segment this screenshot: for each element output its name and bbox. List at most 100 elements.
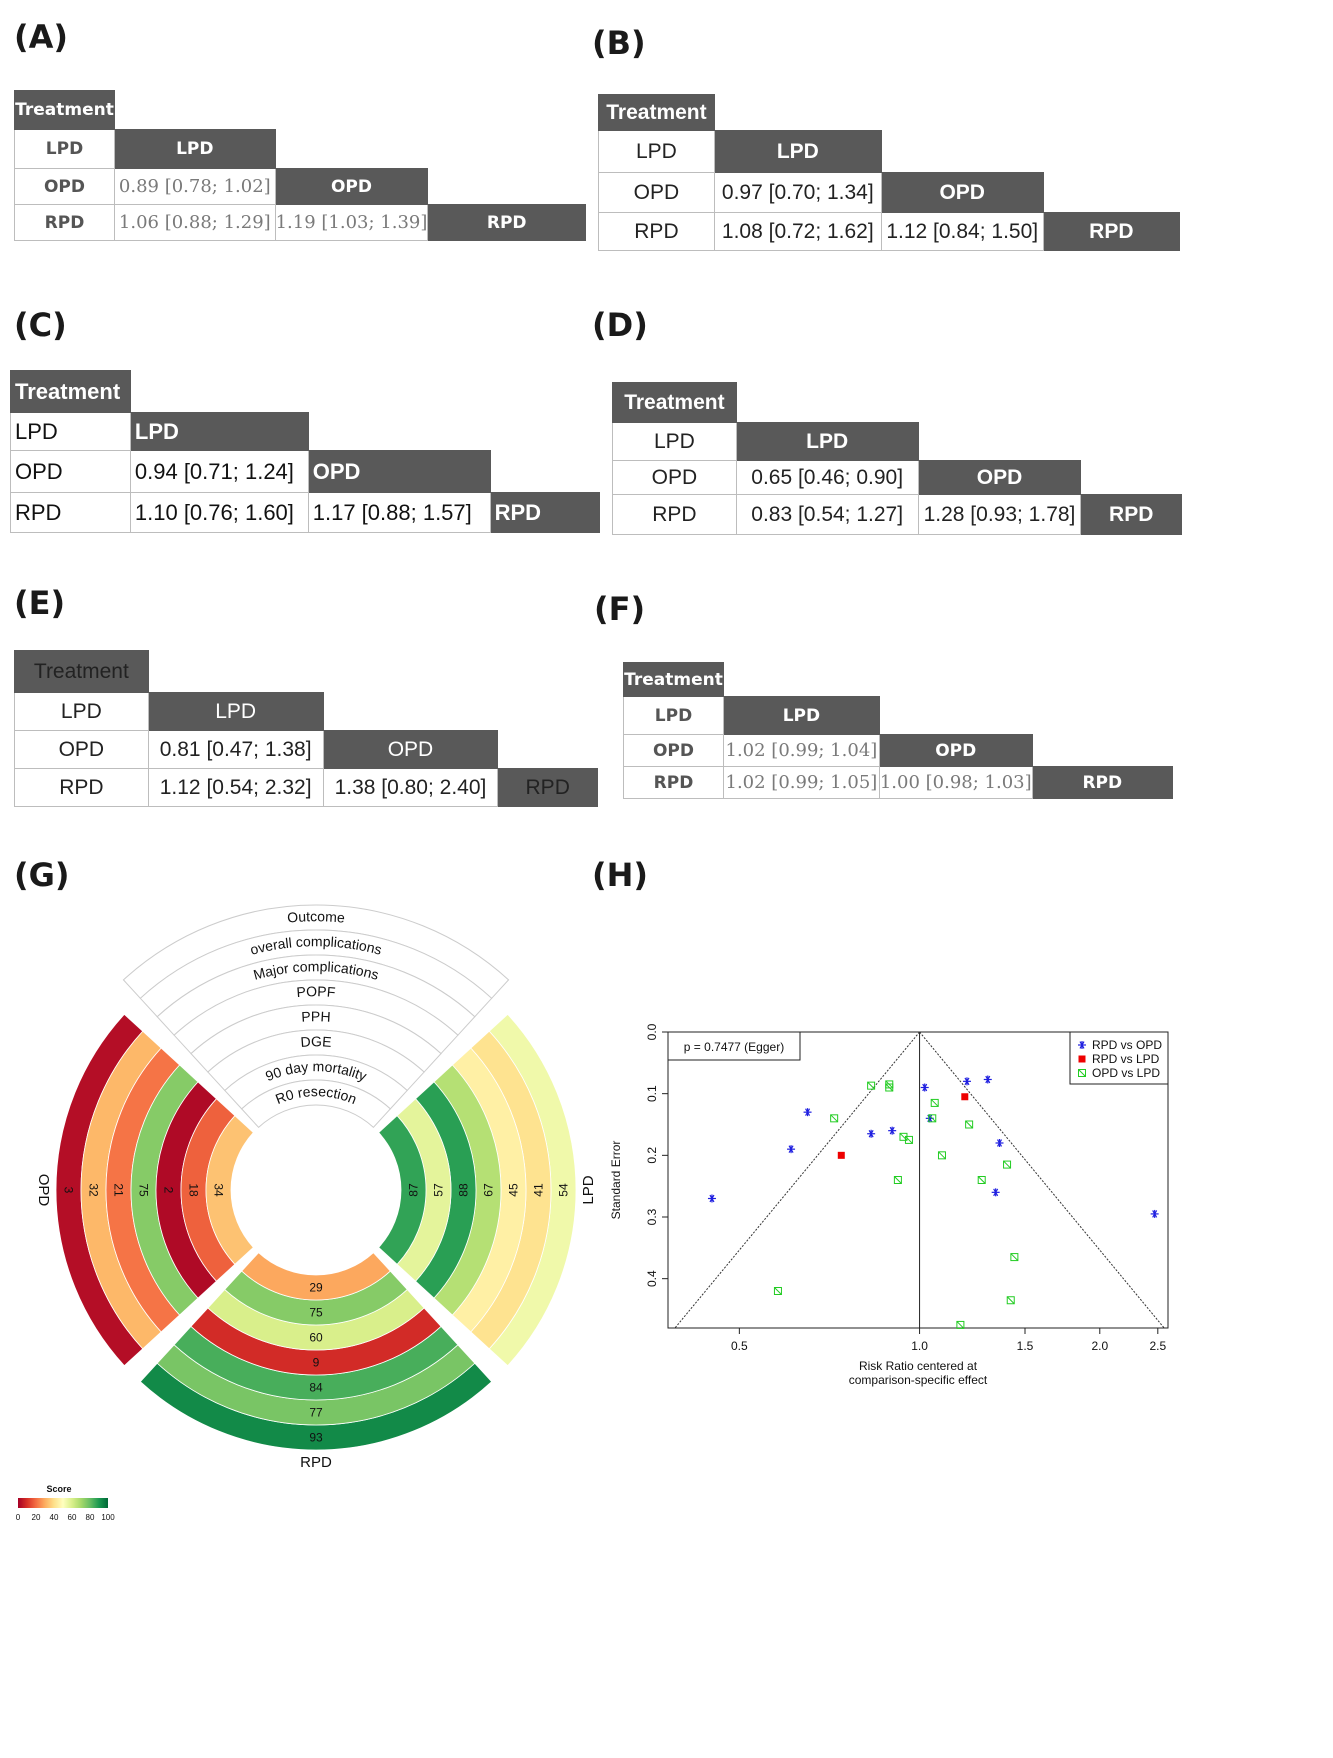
- panel-label-b: (B): [592, 24, 646, 62]
- point-opd-vs-lpd: [867, 1081, 876, 1090]
- ring-cell-rpd: [241, 1252, 391, 1301]
- point-rpd-vs-opd: [867, 1129, 876, 1138]
- open-square-cross: [894, 1176, 902, 1184]
- legend-tick: 100: [101, 1513, 115, 1522]
- panel-label-e: (E): [14, 584, 66, 622]
- point-rpd-vs-opd: [962, 1077, 971, 1086]
- row-label-rpd: RPD: [14, 768, 149, 807]
- open-square-cross: [977, 1176, 986, 1184]
- open-square-cross: [956, 1321, 965, 1329]
- open-square: [904, 1135, 913, 1144]
- col-header-lpd: LPD: [129, 412, 309, 451]
- point-rpd-vs-opd: [983, 1075, 992, 1084]
- row-label-lpd: LPD: [14, 692, 149, 731]
- x-tick-label: 1.0: [911, 1339, 928, 1353]
- col-header-rpd: RPD: [489, 492, 601, 533]
- legend-tick: 40: [50, 1513, 59, 1522]
- league-table-c: Treatment LPD LPD OPD 0.94 [0.71; 1.24] OPD…: [10, 370, 601, 533]
- outcome-label: PPH: [301, 1008, 331, 1025]
- y-tick-label: 0.2: [645, 1147, 659, 1164]
- col-header-opd: OPD: [307, 450, 491, 493]
- point-opd-vs-lpd: [937, 1151, 946, 1160]
- open-square-cross: [1003, 1160, 1011, 1169]
- table-corner-label: Treatment: [623, 662, 724, 697]
- score-label-lpd: 88: [457, 1183, 471, 1197]
- cell-rpd-vs-opd: 1.12 [0.84; 1.50]: [880, 212, 1044, 251]
- outcome-label: DGE: [300, 1033, 332, 1050]
- open-square: [1010, 1253, 1019, 1262]
- outcome-label: Outcome: [287, 908, 346, 926]
- league-table-e: Treatment LPD LPD OPD 0.81 [0.47; 1.38] OPD…: [14, 650, 598, 807]
- col-header-opd: OPD: [878, 734, 1033, 767]
- open-square: [1006, 1296, 1015, 1305]
- score-label-rpd: 60: [309, 1331, 323, 1345]
- row-label-lpd: LPD: [10, 412, 131, 451]
- open-square: [930, 1098, 939, 1107]
- point-rpd-vs-lpd: [837, 1151, 845, 1159]
- treatment-label-rpd: RPD: [300, 1454, 332, 1471]
- score-label-rpd: 77: [309, 1406, 323, 1420]
- legend-entry: OPD vs LPD: [1092, 1066, 1160, 1080]
- cell-rpd-vs-opd: 1.00 [0.98; 1.03]: [878, 766, 1033, 799]
- score-label-lpd: 54: [557, 1183, 571, 1197]
- open-square: [965, 1120, 974, 1129]
- score-label-lpd: 67: [482, 1183, 496, 1197]
- panel-label-a: (A): [14, 18, 69, 56]
- legend-tick: 60: [68, 1513, 77, 1522]
- cell-rpd-vs-opd: 1.17 [0.88; 1.57]: [307, 492, 491, 533]
- cell-rpd-vs-lpd: 1.08 [0.72; 1.62]: [713, 212, 882, 251]
- col-header-rpd: RPD: [1080, 494, 1182, 535]
- point-opd-vs-lpd: [1010, 1253, 1019, 1262]
- open-square: [937, 1151, 946, 1160]
- point-rpd-vs-opd: [995, 1139, 1004, 1147]
- col-header-lpd: LPD: [113, 129, 276, 169]
- row-label-rpd: RPD: [14, 204, 115, 241]
- score-label-opd: 21: [112, 1183, 126, 1197]
- cell-opd-vs-lpd: 0.89 [0.78; 1.02]: [113, 168, 276, 205]
- point-opd-vs-lpd: [1006, 1296, 1015, 1305]
- legend-box: [1069, 1031, 1169, 1085]
- point-rpd-vs-opd: [787, 1145, 796, 1154]
- open-square: [893, 1176, 902, 1184]
- row-label-rpd: RPD: [623, 766, 724, 799]
- panel-label-g: (G): [14, 856, 70, 894]
- row-label-opd: OPD: [598, 172, 715, 213]
- open-square-cross: [885, 1083, 894, 1092]
- legend-colorbar: [18, 1498, 108, 1508]
- table-corner-label: Treatment: [14, 90, 115, 130]
- point-opd-vs-lpd: [977, 1176, 986, 1184]
- open-square-cross: [867, 1081, 875, 1090]
- score-label-opd: 32: [87, 1183, 101, 1197]
- panel-label-h: (H): [592, 856, 649, 894]
- row-label-opd: OPD: [10, 450, 131, 493]
- score-label-lpd: 57: [432, 1183, 446, 1197]
- funnel-left-line: [674, 1031, 920, 1329]
- table-corner-label: Treatment: [598, 94, 715, 131]
- league-table-d: Treatment LPD LPD OPD 0.65 [0.46; 0.90] OPD…: [612, 382, 1182, 535]
- x-tick-label: 2.0: [1091, 1339, 1108, 1353]
- open-square-cross: [905, 1136, 913, 1144]
- open-square: [867, 1081, 876, 1090]
- score-label-opd: 2: [162, 1187, 176, 1194]
- open-square-cross: [1010, 1253, 1019, 1261]
- outcome-label: POPF: [296, 983, 336, 1000]
- open-square: [977, 1176, 986, 1184]
- cell-rpd-vs-lpd: 1.06 [0.88; 1.29]: [113, 204, 276, 241]
- point-opd-vs-lpd: [830, 1114, 839, 1123]
- x-tick-label: 1.5: [1017, 1339, 1034, 1353]
- open-square-cross: [938, 1151, 946, 1160]
- col-header-rpd: RPD: [497, 768, 598, 807]
- outcome-label: R0 resection: [273, 1083, 359, 1107]
- point-opd-vs-lpd: [885, 1083, 894, 1092]
- col-header-opd: OPD: [322, 730, 499, 769]
- open-square: [773, 1287, 782, 1295]
- col-header-lpd: LPD: [722, 696, 880, 735]
- open-square-cross: [930, 1099, 939, 1107]
- point-opd-vs-lpd: [956, 1320, 965, 1329]
- row-label-opd: OPD: [14, 168, 115, 205]
- cell-rpd-vs-lpd: 1.12 [0.54; 2.32]: [147, 768, 324, 807]
- cell-opd-vs-lpd: 0.65 [0.46; 0.90]: [735, 460, 919, 495]
- point-opd-vs-lpd: [930, 1098, 939, 1107]
- legend-marker: [1078, 1041, 1086, 1049]
